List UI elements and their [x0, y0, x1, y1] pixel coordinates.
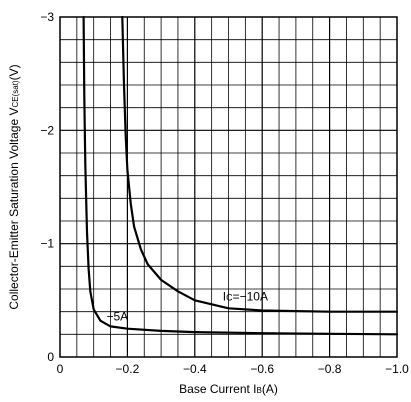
y-axis-title-subscript: CE(sat): [11, 80, 20, 107]
x-axis-title-subscript: B: [257, 386, 262, 395]
x-tick-label: −0.2: [116, 362, 140, 376]
x-axis-title-suffix: (A): [262, 382, 278, 396]
y-tick-label: 0: [47, 350, 54, 364]
y-axis-title-prefix: Collector-Emitter Saturation Voltage V: [7, 108, 21, 310]
x-tick-label: −0.6: [250, 362, 274, 376]
y-axis-title-suffix: (V): [7, 64, 21, 80]
series-label-2: −5A: [106, 310, 128, 324]
x-tick-labels: 0 −0.2 −0.4 −0.6 −0.8 −1.0: [57, 362, 410, 376]
x-tick-label: −0.8: [318, 362, 342, 376]
y-tick-label: −2: [40, 123, 54, 137]
series-line-2: [82, 15, 399, 336]
x-axis-title: Base Current IB(A): [179, 382, 278, 396]
y-axis-title: Collector-Emitter Saturation Voltage VCE…: [7, 64, 21, 309]
x-axis-title-prefix: Base Current I: [179, 382, 256, 396]
series-label-1: IC=−10A: [223, 289, 268, 303]
x-tick-label: 0: [57, 362, 64, 376]
y-tick-label: −3: [40, 10, 54, 24]
series-line-1: [121, 15, 399, 313]
plot-frame: [59, 16, 398, 358]
grid-minor: [60, 17, 397, 357]
series-lines: [82, 15, 399, 336]
x-tick-label: −0.4: [183, 362, 207, 376]
y-tick-label: −1: [40, 237, 54, 251]
x-tick-label: −1.0: [385, 362, 409, 376]
y-tick-labels: 0 −1 −2 −3: [40, 10, 54, 364]
series-labels: IC=−10A −5A: [106, 289, 268, 323]
